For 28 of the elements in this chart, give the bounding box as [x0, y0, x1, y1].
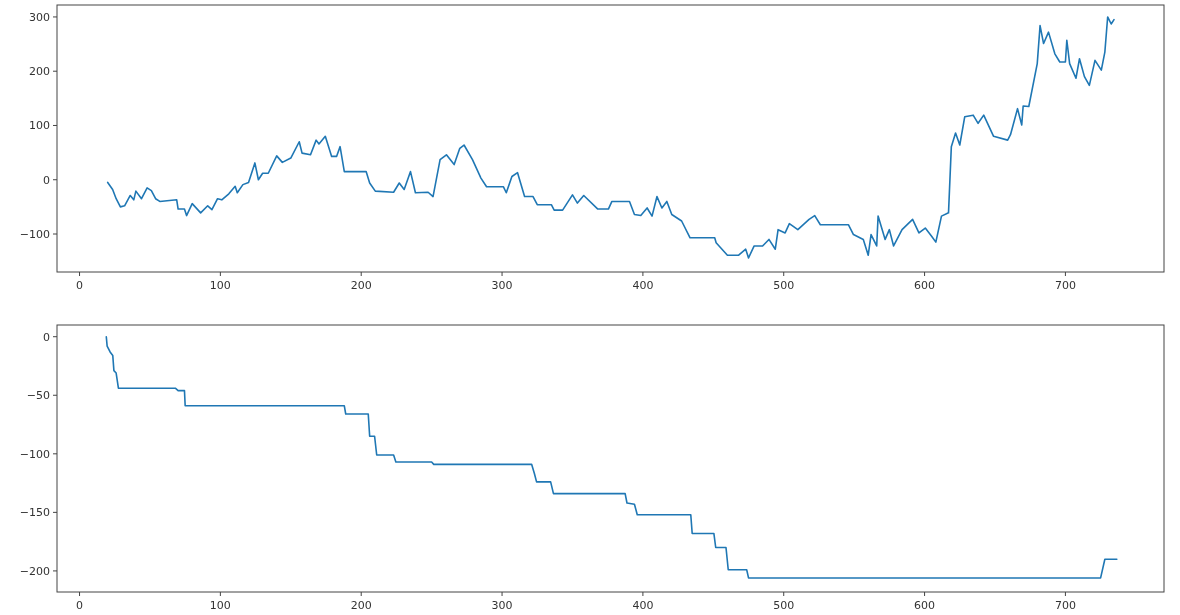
x-tick-label: 200 [350, 279, 372, 292]
x-tick-label: 700 [1054, 279, 1076, 292]
x-tick-label: 300 [491, 279, 513, 292]
x-tick-label: 100 [209, 599, 231, 612]
x-tick-label: 500 [773, 599, 795, 612]
x-tick-label: 700 [1054, 599, 1076, 612]
x-tick-label: 400 [632, 279, 654, 292]
x-tick-label: 200 [350, 599, 372, 612]
x-tick-label: 300 [491, 599, 513, 612]
x-tick-label: 100 [209, 279, 231, 292]
y-tick-label: 200 [29, 65, 50, 79]
y-tick-label: 0 [43, 330, 50, 344]
x-tick-label: 0 [76, 599, 84, 612]
y-tick-label: −100 [19, 447, 50, 461]
y-tick-label: −200 [19, 564, 50, 578]
line-series [105, 335, 1118, 579]
y-tick-label: −50 [26, 389, 50, 403]
line-series [106, 16, 1115, 259]
x-tick-label: 400 [632, 599, 654, 612]
y-tick-label: 100 [29, 119, 50, 133]
y-tick-label: −100 [19, 227, 50, 241]
x-tick-label: 600 [914, 279, 936, 292]
y-tick-label: −150 [19, 506, 50, 520]
x-tick-label: 0 [76, 279, 84, 292]
y-tick-label: 300 [29, 10, 50, 24]
x-tick-label: 600 [914, 599, 936, 612]
y-tick-label: 0 [43, 173, 50, 187]
x-tick-label: 500 [773, 279, 795, 292]
